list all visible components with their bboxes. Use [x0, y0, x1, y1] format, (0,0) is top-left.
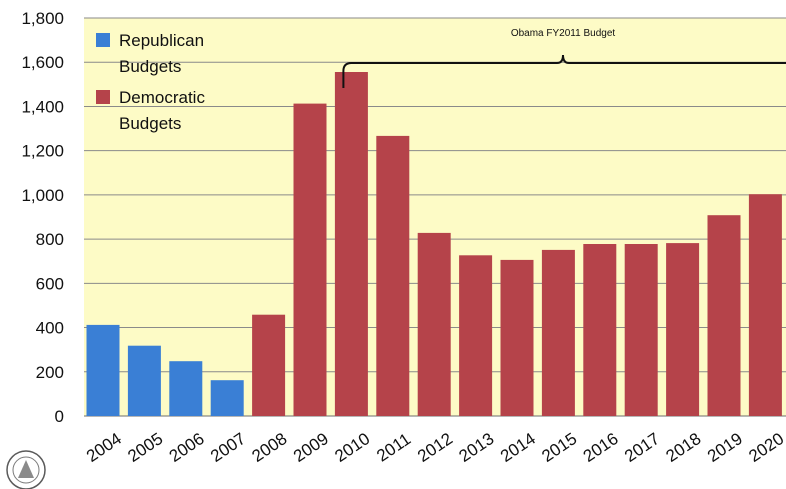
x-tick-label: 2018	[663, 429, 705, 466]
bar-2014	[501, 260, 534, 416]
y-tick-label: 1,800	[21, 9, 64, 28]
x-axis-ticks: 2004 2005 2006 2007 2008 2009 2010 2011 2012 2013…	[83, 429, 786, 466]
x-tick-label: 2015	[538, 429, 580, 466]
bar-2016	[583, 244, 616, 416]
bar-2015	[542, 250, 575, 416]
y-tick-label: 0	[55, 407, 64, 426]
x-tick-label: 2010	[331, 429, 373, 466]
legend-swatch	[96, 33, 110, 47]
y-tick-label: 1,400	[21, 97, 64, 116]
x-tick-label: 2007	[207, 429, 249, 466]
x-tick-label: 2004	[83, 429, 125, 466]
seal-logo	[7, 451, 45, 489]
x-tick-label: 2009	[290, 429, 332, 466]
x-tick-label: 2019	[704, 429, 746, 466]
x-tick-label: 2012	[414, 429, 456, 466]
y-tick-label: 1,200	[21, 142, 64, 161]
y-axis-ticks: 0 200 400 600 800 1,000 1,200 1,400 1,600 1,800	[21, 9, 64, 426]
x-tick-label: 2005	[124, 429, 166, 466]
bar-2007	[211, 380, 244, 416]
y-tick-label: 1,600	[21, 53, 64, 72]
x-tick-label: 2011	[373, 429, 414, 465]
bar-2020	[749, 194, 782, 416]
x-tick-label: 2014	[497, 429, 539, 466]
bar-2008	[252, 315, 285, 416]
bar-2006	[169, 361, 202, 416]
x-tick-label: 2013	[456, 429, 498, 466]
legend-label: Republican	[119, 31, 204, 50]
annotation-label: Obama FY2011 Budget	[511, 28, 616, 39]
y-tick-label: 200	[36, 363, 64, 382]
y-tick-label: 1,000	[21, 186, 64, 205]
bar-2011	[376, 136, 409, 416]
bar-2012	[418, 233, 451, 416]
bar-2013	[459, 255, 492, 416]
bar-2005	[128, 346, 161, 416]
bar-2019	[708, 215, 741, 416]
legend-label: Democratic	[119, 88, 205, 107]
legend-swatch	[96, 90, 110, 104]
bar-2018	[666, 243, 699, 416]
y-tick-label: 800	[36, 230, 64, 249]
x-tick-label: 2008	[249, 429, 291, 466]
legend-label: Budgets	[119, 57, 181, 76]
bar-2010	[335, 72, 368, 416]
legend-label: Budgets	[119, 114, 181, 133]
bar-2004	[87, 325, 120, 416]
bar-2009	[294, 104, 327, 416]
y-tick-label: 400	[36, 319, 64, 338]
x-tick-label: 2006	[166, 429, 208, 466]
x-tick-label: 2016	[580, 429, 622, 466]
bar-2017	[625, 244, 658, 416]
y-tick-label: 600	[36, 274, 64, 293]
seal-emblem	[18, 460, 34, 478]
x-tick-label: 2020	[745, 429, 786, 466]
x-tick-label: 2017	[621, 429, 663, 466]
